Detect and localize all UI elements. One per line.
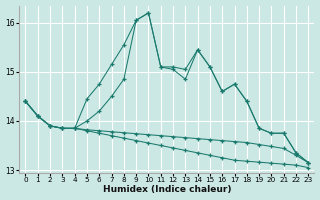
- X-axis label: Humidex (Indice chaleur): Humidex (Indice chaleur): [103, 185, 231, 194]
